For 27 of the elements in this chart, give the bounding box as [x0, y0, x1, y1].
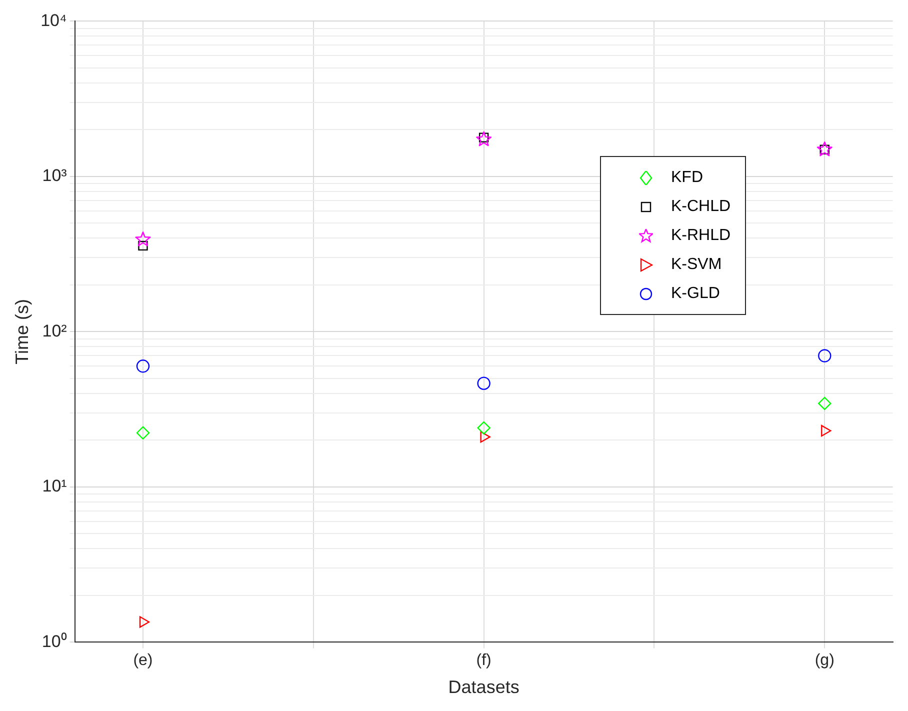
point — [135, 231, 151, 246]
y-tick-label: 10² — [42, 321, 68, 340]
point — [818, 349, 832, 362]
point — [138, 240, 148, 251]
x-tick-label: (g) — [814, 652, 834, 670]
legend-label: K-RHLD — [671, 226, 731, 244]
y-tick-label: 10⁴ — [40, 10, 67, 30]
point — [136, 426, 150, 440]
legend-label: K-CHLD — [671, 198, 731, 216]
point — [136, 360, 150, 373]
y-tick-label: 10¹ — [42, 476, 68, 496]
point — [477, 376, 490, 390]
y-tick-label: 10³ — [42, 166, 68, 186]
x-tick-label: (e) — [133, 652, 153, 670]
point — [477, 421, 490, 435]
legend-label: K-SVM — [671, 256, 722, 274]
point — [476, 131, 492, 146]
point — [480, 431, 490, 443]
x-tick-label: (f) — [476, 652, 492, 670]
y-tick-label: 10⁰ — [42, 632, 67, 651]
point — [816, 141, 832, 156]
y-axis-title: Time (s) — [12, 299, 32, 364]
x-axis-title: Datasets — [448, 677, 520, 698]
point — [818, 396, 832, 410]
point — [139, 616, 150, 628]
legend-label: KFD — [671, 168, 703, 186]
legend-label: K-GLD — [671, 284, 720, 302]
